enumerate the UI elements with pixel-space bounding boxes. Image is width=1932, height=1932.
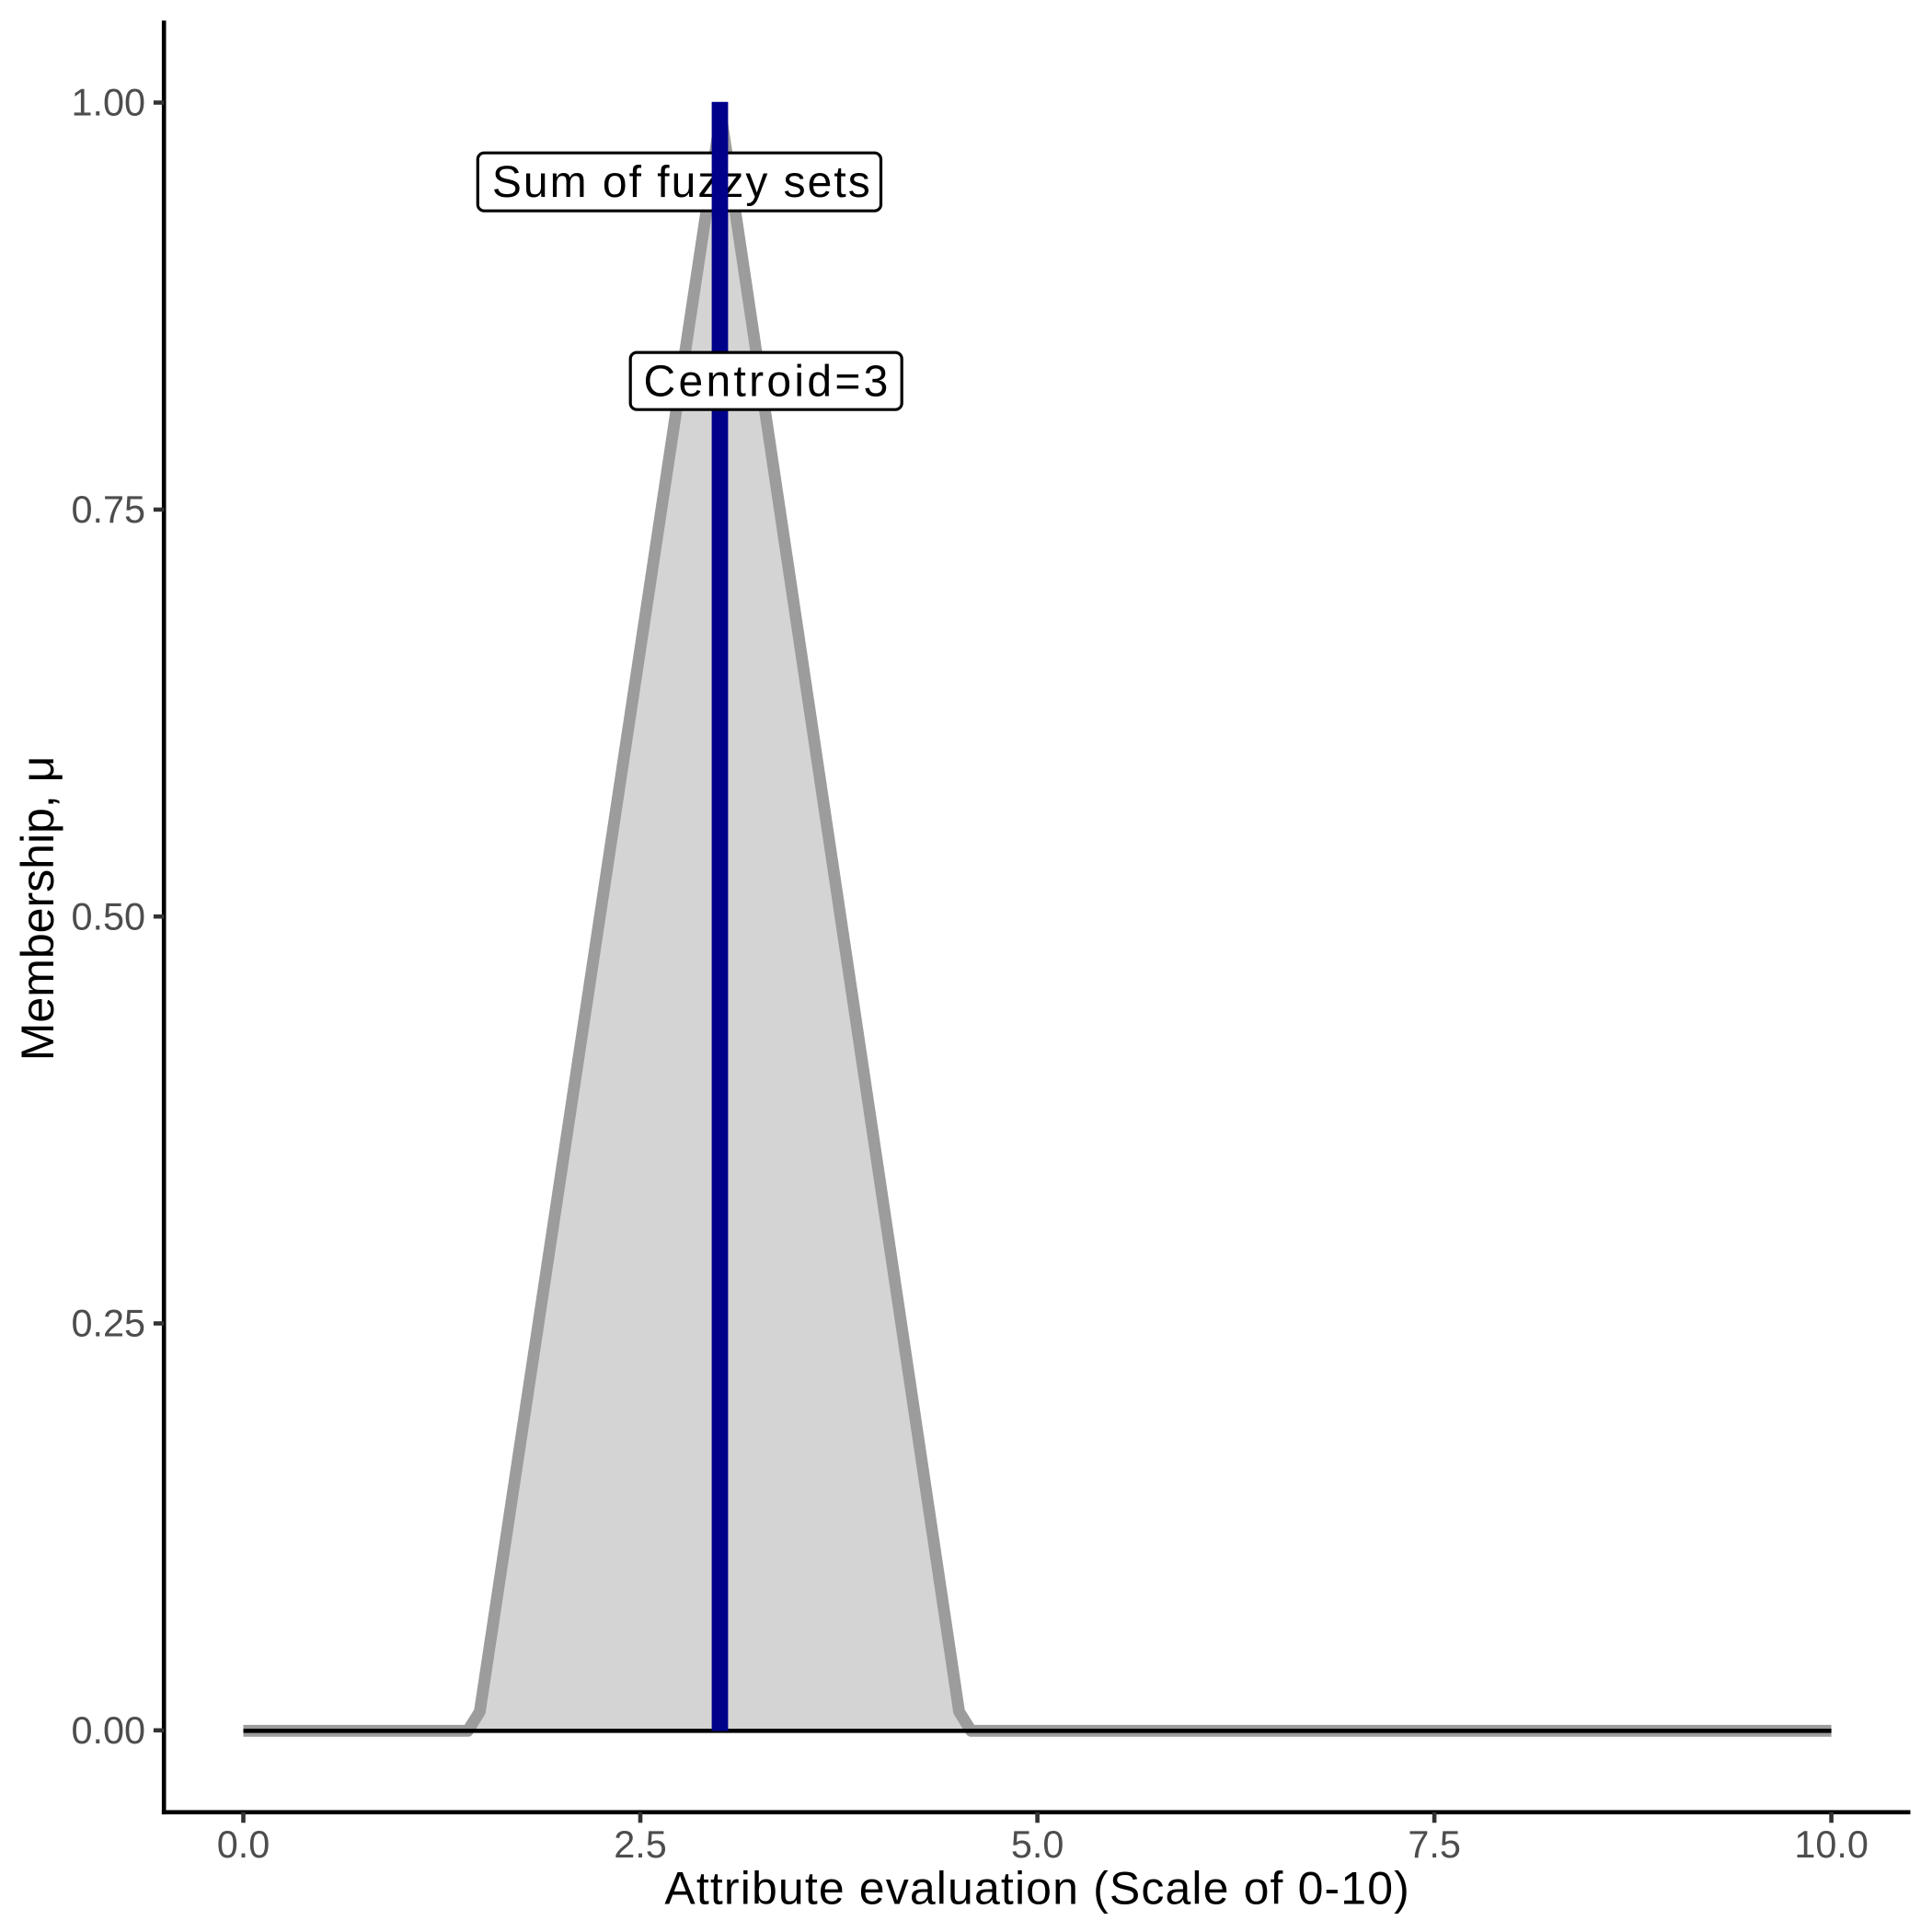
svg-text:Membership, μ: Membership, μ	[12, 756, 63, 1062]
svg-text:7.5: 7.5	[1408, 1823, 1461, 1866]
svg-text:0.00: 0.00	[71, 1709, 145, 1752]
svg-text:0.50: 0.50	[71, 895, 145, 937]
svg-text:Attribute evaluation (Scale of: Attribute evaluation (Scale of 0-10)	[664, 1863, 1410, 1915]
svg-text:1.00: 1.00	[71, 82, 145, 124]
svg-text:10.0: 10.0	[1794, 1823, 1869, 1866]
svg-text:0.75: 0.75	[71, 489, 145, 531]
svg-text:Sum of fuzzy sets: Sum of fuzzy sets	[492, 158, 872, 207]
svg-text:Centroid=3: Centroid=3	[644, 358, 891, 407]
svg-text:0.0: 0.0	[217, 1823, 270, 1866]
svg-text:2.5: 2.5	[614, 1823, 667, 1866]
svg-text:5.0: 5.0	[1011, 1823, 1064, 1866]
svg-text:0.25: 0.25	[71, 1303, 145, 1345]
